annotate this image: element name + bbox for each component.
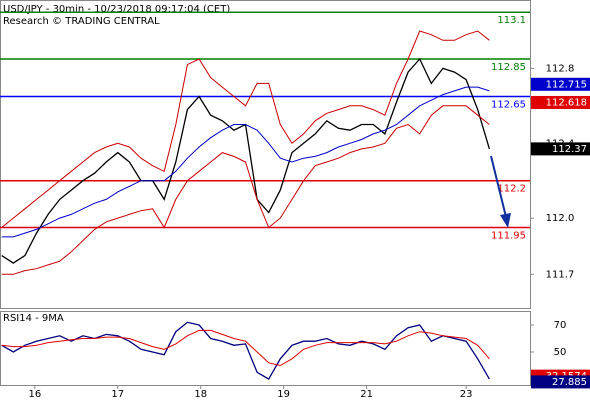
price-marker (531, 77, 590, 91)
main-panel (0, 0, 531, 309)
level-label: 112.2 (497, 184, 526, 195)
forecast-arrow (490, 155, 511, 228)
y-tick-label: 50 (554, 347, 567, 358)
y-tick-label: 111.7 (546, 269, 575, 280)
x-tick-label: 16 (28, 389, 41, 400)
price-marker-label: 112.618 (546, 97, 587, 108)
series-line (1, 86, 490, 238)
rsi-title: RSI14 - 9MA (3, 313, 64, 324)
level-label: 111.95 (491, 231, 526, 242)
level-label: 113.1 (497, 15, 526, 26)
series-line (1, 30, 490, 228)
y-tick-label: 70 (554, 320, 567, 331)
price-marker-label: 112.715 (546, 79, 587, 90)
price-marker-label: 112.37 (552, 144, 587, 155)
price-marker (531, 95, 590, 109)
level-label: 112.85 (491, 62, 526, 73)
price-marker (531, 375, 590, 389)
x-tick-label: 21 (360, 389, 373, 400)
y-tick-label: 112.8 (546, 63, 575, 74)
y-tick-label: 112.0 (546, 213, 575, 224)
x-tick-label: 17 (111, 389, 124, 400)
x-tick-label: 23 (460, 389, 473, 400)
series-line (1, 329, 490, 367)
series-line (1, 57, 491, 264)
series-line (1, 105, 490, 275)
price-marker-label: 27.885 (552, 377, 587, 388)
price-marker (531, 142, 590, 156)
series-line (1, 321, 490, 380)
chart-title: USD/JPY - 30min - 10/23/2018 09:17:04 (C… (3, 4, 230, 15)
chart-subtitle: Research © TRADING CENTRAL (3, 16, 160, 27)
x-tick-label: 19 (277, 389, 290, 400)
rsi-panel (0, 311, 531, 386)
x-tick-label: 18 (194, 389, 207, 400)
level-label: 112.65 (491, 99, 526, 110)
